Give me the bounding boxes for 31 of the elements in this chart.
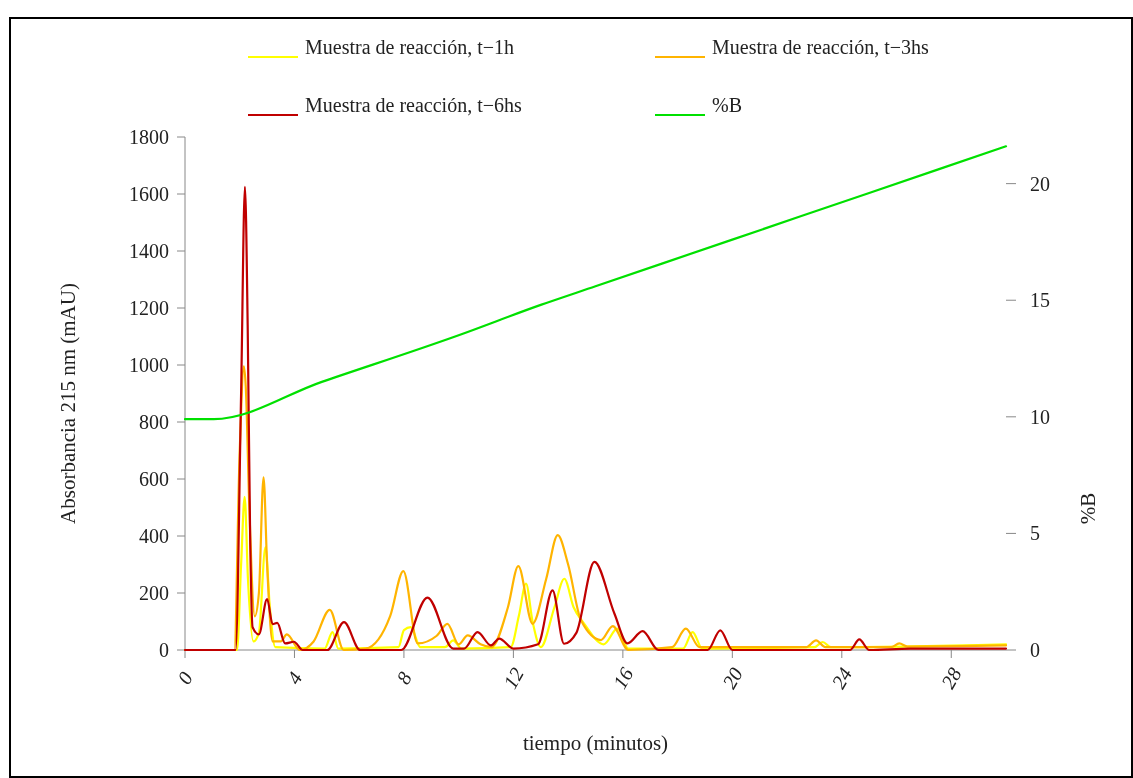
- y2-tick-label: 20: [1030, 172, 1050, 195]
- x-tick-label: 16: [608, 663, 638, 693]
- x-tick-label: 8: [391, 668, 416, 688]
- y-tick-label: 600: [139, 468, 169, 490]
- y-tick-label: 1000: [129, 354, 169, 376]
- y2-axis-title: %B: [1076, 492, 1100, 525]
- y-tick-label: 0: [159, 639, 169, 661]
- x-tick-label: 4: [282, 668, 307, 688]
- x-tick-label: 28: [936, 663, 966, 693]
- y2-tick-label: 15: [1030, 289, 1050, 312]
- y-tick-label: 1400: [129, 240, 169, 262]
- y-tick-label: 200: [139, 582, 169, 604]
- y-axis-title: Absorbancia 215 nm (mAU): [56, 283, 80, 524]
- y-tick-label: 1800: [129, 126, 169, 148]
- x-tick-label: 20: [717, 663, 747, 693]
- y-tick-label: 1200: [129, 297, 169, 319]
- y-tick-label: 800: [139, 411, 169, 433]
- y2-tick-label: 10: [1030, 405, 1050, 428]
- y2-tick-label: 0: [1030, 639, 1040, 661]
- legend-label: Muestra de reacción, t−1h: [305, 36, 514, 58]
- x-axis-title: tiempo (minutos): [522, 731, 669, 755]
- y2-tick-label: 5: [1030, 522, 1040, 545]
- legend-label: Muestra de reacción, t−6hs: [305, 94, 522, 116]
- x-tick-label: 12: [498, 663, 528, 693]
- x-tick-label: 0: [172, 668, 198, 688]
- legend-label: Muestra de reacción, t−3hs: [712, 36, 929, 58]
- y-tick-label: 1600: [129, 183, 169, 205]
- line-series: [183, 145, 1008, 421]
- y-tick-label: 400: [139, 525, 169, 547]
- x-tick-label: 24: [827, 663, 857, 693]
- legend-label: %B: [712, 94, 742, 116]
